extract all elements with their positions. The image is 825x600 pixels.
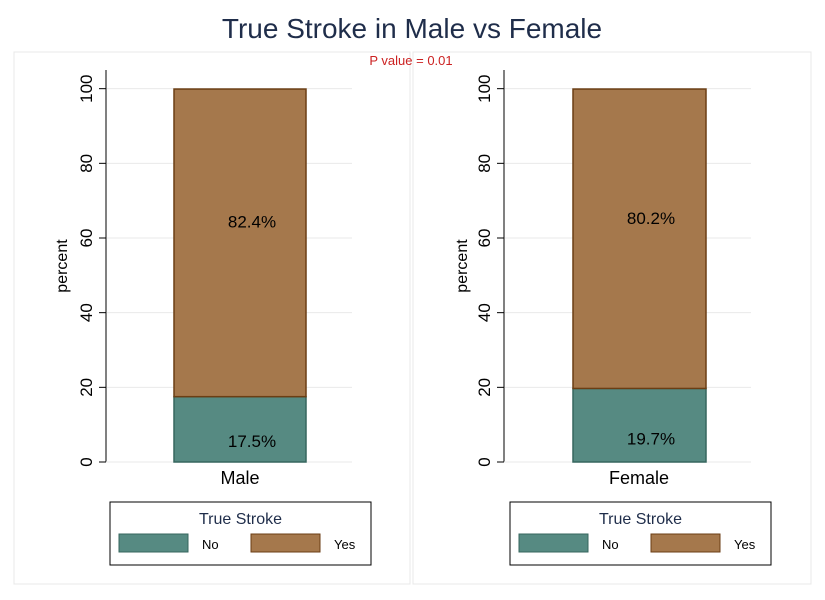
legend-title: True Stroke [199,511,282,528]
legend: True Stroke No Yes [509,501,772,566]
bar-segment-no [572,387,707,463]
legend-swatch-yes [650,533,721,553]
panel-frame-left [13,51,411,585]
data-label-yes: 82.4% [228,212,276,231]
y-tick-label: 20 [475,378,494,397]
data-label-no: 19.7% [627,429,675,448]
y-tick-label: 80 [77,154,96,173]
legend-label-no: No [202,537,219,552]
legend-swatch-no [118,533,189,553]
legend-swatch-no [518,533,589,553]
legend: True Stroke No Yes [109,501,372,566]
panel-frame-right [412,51,812,585]
category-label: Female [609,468,669,488]
chart-title: True Stroke in Male vs Female [222,13,602,44]
y-axis-title: percent [54,239,71,293]
p-value-note: P value = 0.01 [369,53,452,68]
y-tick-label: 40 [475,303,494,322]
legend-label-no: No [602,537,619,552]
bar-segment-yes [173,88,307,398]
data-label-yes: 80.2% [627,209,675,228]
y-tick-label: 60 [77,229,96,248]
y-tick-label: 0 [475,457,494,466]
y-tick-label: 60 [475,229,494,248]
y-tick-label: 80 [475,154,494,173]
bar-segment-no [173,395,307,463]
bar-segment-yes [572,88,707,390]
panel-male: 0 20 40 60 80 100 percent 17.5% 82.4% Male True St… [54,70,372,566]
panel-female: 0 20 40 60 80 100 percent 19.7% 80.2% Female True … [454,70,772,566]
y-tick-label: 40 [77,303,96,322]
legend-label-yes: Yes [334,537,356,552]
panels-group: 0 20 40 60 80 100 percent 17.5% 82.4% Male True St… [54,70,772,566]
legend-title: True Stroke [599,511,682,528]
data-label-no: 17.5% [228,432,276,451]
category-label: Male [220,468,259,488]
y-tick-label: 20 [77,378,96,397]
y-axis-title: percent [454,239,471,293]
y-tick-label: 100 [475,74,494,102]
legend-swatch-yes [250,533,321,553]
legend-label-yes: Yes [734,537,756,552]
y-tick-label: 0 [77,457,96,466]
y-tick-label: 100 [77,74,96,102]
